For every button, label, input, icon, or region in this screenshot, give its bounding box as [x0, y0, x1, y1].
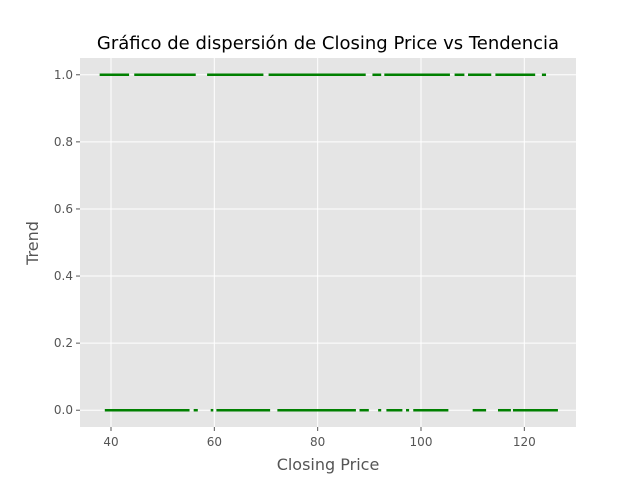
y-tick-label: 0.2 — [54, 336, 73, 350]
y-tick-label: 0.6 — [54, 202, 73, 216]
data-points — [99, 73, 558, 412]
x-tick-label: 60 — [207, 435, 222, 449]
y-axis-label: Trend — [23, 221, 42, 266]
x-tick-label: 120 — [513, 435, 536, 449]
plot-area — [80, 58, 576, 427]
y-axis-ticks: 0.0 0.2 0.4 0.6 0.8 1.0 — [54, 68, 80, 417]
y-tick-label: 0.8 — [54, 135, 73, 149]
x-tick-label: 40 — [103, 435, 118, 449]
x-tick-label: 100 — [410, 435, 433, 449]
x-axis-ticks: 40 60 80 100 120 — [103, 427, 536, 449]
chart-title: Gráfico de dispersión de Closing Price v… — [97, 33, 559, 54]
y-tick-label: 1.0 — [54, 68, 73, 82]
y-tick-label: 0.0 — [54, 403, 73, 417]
x-axis-label: Closing Price — [277, 455, 380, 474]
x-tick-label: 80 — [310, 435, 325, 449]
y-tick-label: 0.4 — [54, 269, 73, 283]
